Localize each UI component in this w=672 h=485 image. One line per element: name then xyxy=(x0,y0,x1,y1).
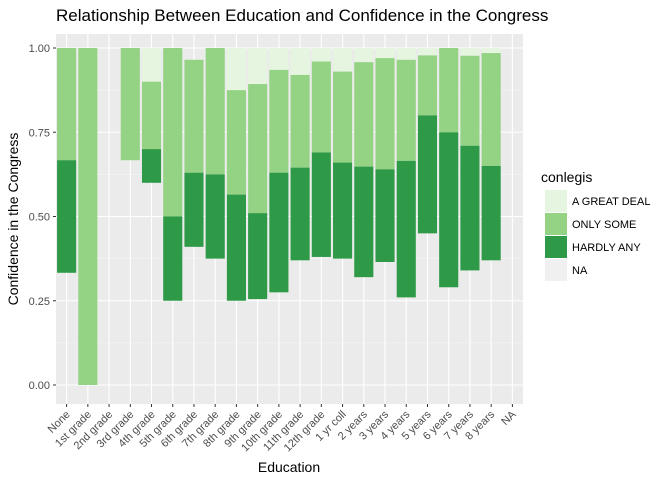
bar-segment xyxy=(481,165,501,261)
legend: conlegis A GREAT DEAL ONLY SOME HARDLY ANY… xyxy=(541,169,650,281)
y-tick-label: 0.00 xyxy=(29,380,50,392)
bar-segment xyxy=(417,115,438,234)
bar-segment xyxy=(417,48,438,56)
bar-segment xyxy=(184,59,204,173)
bar-segment xyxy=(354,166,374,278)
bar-segment xyxy=(439,132,459,288)
y-axis: 0.00 0.25 0.50 0.75 1.00 xyxy=(29,43,56,392)
legend-key xyxy=(545,190,567,212)
legend-label: A GREAT DEAL xyxy=(572,196,650,208)
bar-segment xyxy=(481,48,501,54)
bar-segment xyxy=(439,48,459,133)
bar-segment xyxy=(205,48,225,175)
legend-key xyxy=(545,259,567,281)
bar-segment xyxy=(311,152,331,257)
y-tick-label: 0.50 xyxy=(29,212,50,224)
bar-segment xyxy=(290,167,310,261)
bar-segment xyxy=(375,48,395,59)
legend-label: ONLY SOME xyxy=(572,219,636,231)
y-tick-label: 0.25 xyxy=(29,296,50,308)
bar-segment xyxy=(417,55,438,116)
x-tick-label: NA xyxy=(499,408,519,428)
bar-segment xyxy=(269,48,289,70)
bar-segment xyxy=(396,48,416,60)
bar-segment xyxy=(333,71,353,163)
y-tick-label: 1.00 xyxy=(29,43,50,55)
bar-segment xyxy=(375,58,395,170)
bar-segment xyxy=(248,48,268,85)
bar-segment xyxy=(460,55,480,146)
legend-key xyxy=(545,236,567,258)
bar-segment xyxy=(396,160,416,298)
bar-segment xyxy=(248,213,268,300)
bar-segment xyxy=(290,48,310,75)
bar-segment xyxy=(248,84,268,214)
bar-segment xyxy=(269,172,289,293)
bar-segment xyxy=(78,48,98,385)
y-tick-label: 0.75 xyxy=(29,127,50,139)
y-axis-title: Confidence in the Congress xyxy=(5,133,21,306)
x-axis-title: Education xyxy=(258,459,320,475)
bar-segment xyxy=(141,81,162,150)
legend-label: HARDLY ANY xyxy=(572,242,641,254)
bar-segment xyxy=(396,59,416,161)
bar-segment xyxy=(184,172,204,247)
legend-title: conlegis xyxy=(541,169,592,185)
bar-segment xyxy=(141,149,162,183)
bar-segment xyxy=(354,48,374,63)
bar-segment xyxy=(163,48,183,217)
bar-segment xyxy=(57,160,77,273)
bar-segment xyxy=(375,169,395,262)
bar-segment xyxy=(460,48,480,56)
chart-title: Relationship Between Education and Confi… xyxy=(56,6,548,25)
bar-segment xyxy=(163,216,183,301)
bar-segment xyxy=(226,48,246,91)
bar-segment xyxy=(311,61,331,153)
bar-segment xyxy=(205,174,225,259)
bar-segment xyxy=(460,145,480,271)
bar-segment xyxy=(141,48,162,82)
bar-segment xyxy=(269,69,289,173)
bars-layer xyxy=(57,48,501,385)
bar-segment xyxy=(481,53,501,166)
legend-label: NA xyxy=(572,265,588,277)
bar-segment xyxy=(354,62,374,167)
bar-segment xyxy=(57,48,77,161)
bar-segment xyxy=(290,74,310,168)
bar-segment xyxy=(226,194,246,301)
legend-key xyxy=(545,213,567,235)
bar-segment xyxy=(311,48,331,62)
bar-segment xyxy=(333,162,353,259)
bar-segment xyxy=(226,90,246,195)
bar-segment xyxy=(120,48,140,161)
bar-segment xyxy=(333,48,353,72)
